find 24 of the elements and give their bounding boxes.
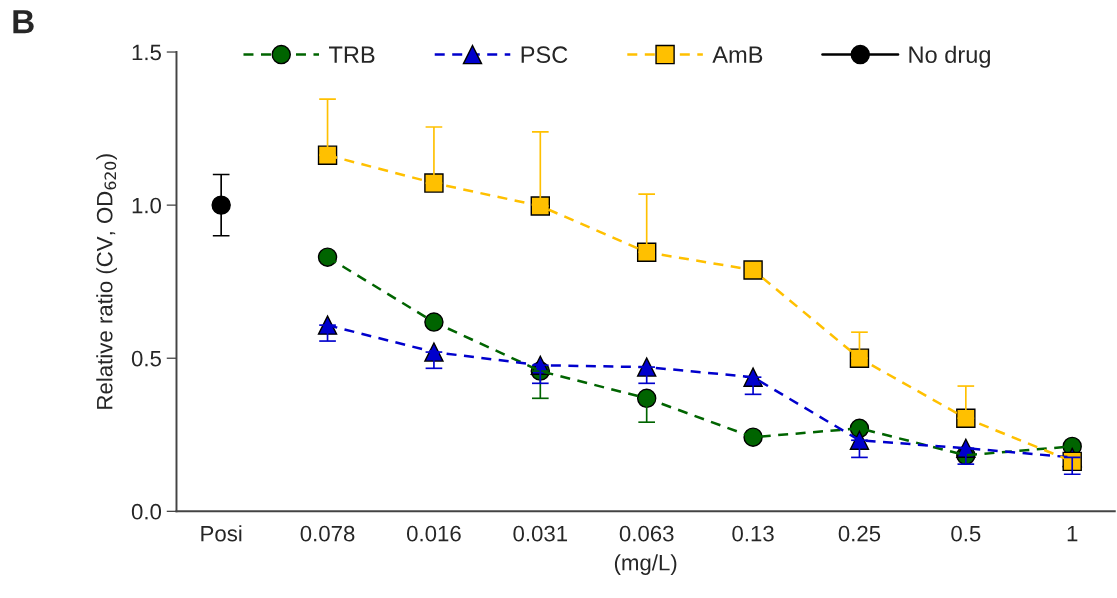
y-tick-label: 0.0 xyxy=(131,503,162,520)
text: B xyxy=(13,10,34,34)
x-tick-label: 0.078 xyxy=(300,525,355,542)
x-tick-label: Posi xyxy=(201,525,242,542)
legend-label: TRB xyxy=(329,46,375,63)
legend-label: AmB xyxy=(712,46,763,63)
legend-label: No drug xyxy=(909,45,990,68)
y-tick-label: 0.5 xyxy=(131,350,161,367)
point xyxy=(743,260,763,280)
x-tick-label: 0.13 xyxy=(732,525,774,542)
x-tick-label: 0.031 xyxy=(513,525,568,542)
point xyxy=(317,247,338,267)
legend-label: PSC xyxy=(521,46,568,64)
x-tick-label: 0.063 xyxy=(619,525,674,542)
point xyxy=(424,173,444,193)
x-axis-title: (mg/L) xyxy=(614,554,677,575)
x-tick-label: 0.016 xyxy=(406,525,461,542)
point xyxy=(956,408,976,428)
x-tick-label: 0.5 xyxy=(951,525,981,542)
x-tick-label: 0.25 xyxy=(838,525,881,542)
x-tick-label: 1 xyxy=(1067,525,1078,542)
y-tick-label: 1.0 xyxy=(132,197,162,214)
y-axis-title: Relative ratio (CV, OD$_{620}$) xyxy=(96,154,117,409)
y-tick-label: 1.5 xyxy=(132,44,161,61)
